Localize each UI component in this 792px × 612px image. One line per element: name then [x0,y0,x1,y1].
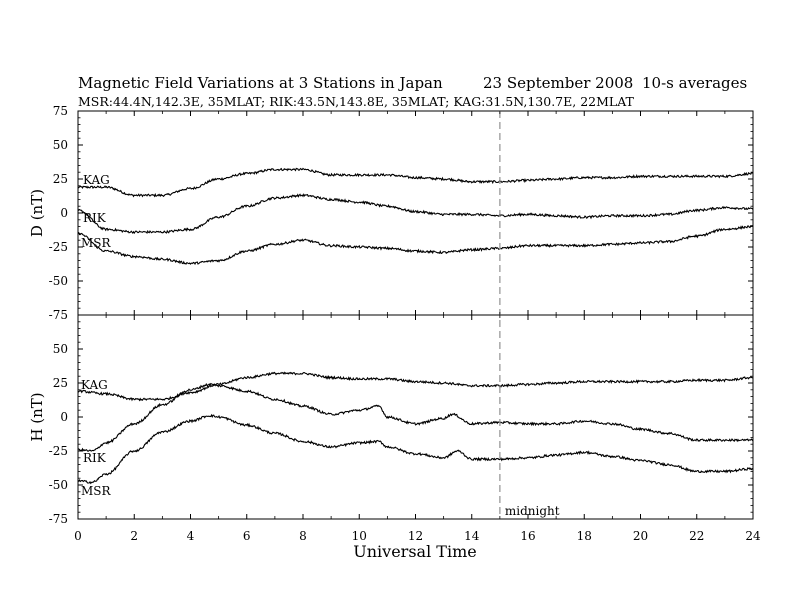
xtick-label: 2 [130,529,138,543]
d-ytick-label: -25 [49,240,68,254]
h-series-label-kag: KAG [81,378,108,392]
xtick-label: 10 [352,529,367,543]
d-y-ticks: 75 50 25 0 -25 -50 -75 [49,104,753,322]
d-ytick-label: 0 [60,206,68,220]
chart-averaging: 10-s averages [642,74,747,92]
h-ytick-label: -50 [49,478,68,492]
xtick-label: 14 [464,529,480,543]
h-series: KAG RIK MSR [77,371,754,498]
midnight-label: midnight [505,504,560,518]
h-y-ticks: 50 25 0 -25 -50 -75 [49,321,753,526]
d-series-kag [77,167,754,198]
d-series-label-kag: KAG [83,173,110,187]
xtick-label: 4 [187,529,195,543]
x-axis-label: Universal Time [353,542,476,561]
x-ticks: 0 2 4 6 8 10 12 14 16 18 20 22 24 [74,111,761,543]
xtick-label: 0 [74,529,82,543]
xtick-label: 18 [577,529,592,543]
h-series-kag [77,371,754,402]
d-ytick-label: 50 [53,138,68,152]
xtick-label: 12 [408,529,423,543]
h-series-msr [77,413,754,485]
d-axis-label: D (nT) [28,189,46,237]
h-series-label-rik: RIK [83,451,107,465]
d-panel: 75 50 25 0 -25 -50 -75 KAG RIK MSR D (nT) [28,104,754,322]
chart-title: Magnetic Field Variations at 3 Stations … [78,74,443,92]
d-series-label-rik: RIK [83,211,107,225]
xtick-label: 16 [520,529,535,543]
d-series: KAG RIK MSR [77,167,754,266]
h-panel: 50 25 0 -25 -50 -75 KAG RIK MSR H (nT) [28,314,754,526]
xtick-label: 24 [745,529,761,543]
h-ytick-label: -75 [49,512,68,526]
d-panel-frame [77,110,754,316]
h-series-label-msr: MSR [81,484,112,498]
station-info: MSR:44.4N,142.3E, 35MLAT; RIK:43.5N,143.… [78,94,635,109]
xtick-label: 8 [299,529,307,543]
d-ytick-label: 75 [53,104,68,118]
h-axis-label: H (nT) [28,392,46,441]
xtick-label: 20 [633,529,648,543]
d-series-msr [77,225,754,266]
h-ytick-label: 25 [53,376,68,390]
d-series-rik [77,193,754,235]
chart-date: 23 September 2008 [483,74,633,92]
xtick-label: 22 [689,529,704,543]
d-series-label-msr: MSR [81,236,112,250]
h-panel-frame [77,314,754,520]
h-ytick-label: -25 [49,444,68,458]
h-ytick-label: 0 [60,410,68,424]
d-ytick-label: -75 [49,308,68,322]
h-ytick-label: 50 [53,342,68,356]
h-series-rik [77,382,754,452]
d-ytick-label: 25 [53,172,68,186]
d-ytick-label: -50 [49,274,68,288]
xtick-label: 6 [243,529,251,543]
